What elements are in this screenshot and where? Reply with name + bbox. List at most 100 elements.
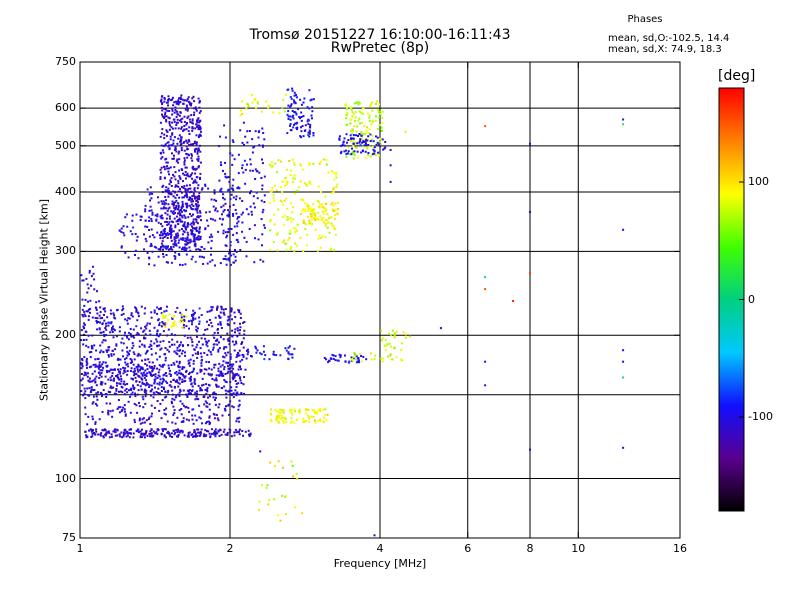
data-point [118, 390, 120, 393]
data-point [175, 124, 178, 126]
data-point [157, 392, 160, 394]
data-point [361, 137, 364, 140]
data-point [180, 118, 183, 121]
data-point [94, 433, 97, 436]
data-point [330, 357, 333, 360]
data-point [149, 205, 152, 208]
data-point [381, 122, 384, 125]
data-point [353, 356, 356, 359]
data-point [176, 142, 179, 145]
data-point [127, 338, 130, 341]
data-point [258, 144, 261, 147]
data-point [286, 168, 288, 171]
data-point [238, 187, 241, 190]
data-point [99, 321, 101, 324]
data-point [351, 115, 354, 118]
data-point [102, 435, 105, 438]
data-point [230, 254, 232, 257]
data-point [90, 351, 93, 353]
data-point [96, 365, 99, 368]
data-point [256, 170, 259, 173]
data-point [163, 137, 166, 140]
data-point [156, 215, 159, 218]
data-point [228, 343, 231, 346]
data-point [185, 393, 188, 396]
data-point [319, 246, 322, 249]
data-point [197, 160, 200, 162]
data-point [171, 436, 174, 438]
data-point [144, 436, 146, 439]
data-point [172, 142, 175, 145]
data-point [308, 129, 311, 132]
data-point [189, 223, 192, 226]
data-point [148, 209, 151, 212]
data-point [219, 135, 222, 138]
data-point [148, 256, 151, 259]
data-point [345, 114, 348, 117]
data-point [149, 245, 152, 248]
data-point [204, 388, 207, 391]
data-point [361, 360, 364, 363]
data-point [189, 380, 192, 382]
data-point [101, 393, 103, 396]
data-point [199, 352, 202, 355]
data-point [120, 431, 123, 434]
data-point [335, 233, 337, 236]
data-point [167, 318, 169, 321]
data-point [185, 315, 188, 318]
data-point [166, 237, 169, 239]
data-point [222, 338, 225, 341]
data-point [165, 186, 168, 189]
data-point [145, 240, 148, 243]
data-point [109, 312, 112, 315]
data-point [173, 314, 176, 317]
data-point [158, 383, 161, 386]
data-point [133, 374, 136, 377]
data-point [253, 261, 256, 264]
data-point [130, 377, 133, 380]
data-point [233, 376, 236, 379]
data-point [336, 208, 339, 210]
data-point [237, 153, 240, 156]
data-point [224, 308, 227, 310]
data-point [113, 377, 115, 380]
data-point [253, 224, 256, 227]
data-point [86, 366, 88, 369]
data-point [234, 255, 237, 258]
data-point [330, 192, 333, 195]
data-point [148, 361, 151, 364]
data-point [235, 382, 238, 385]
data-point [355, 146, 358, 149]
data-point [286, 113, 289, 116]
data-point [96, 321, 98, 324]
data-point [163, 165, 166, 168]
data-point [123, 410, 126, 413]
data-point [171, 248, 174, 251]
data-point [181, 402, 184, 405]
data-point [323, 416, 326, 419]
data-point [90, 436, 93, 438]
data-point [302, 199, 305, 202]
data-point [121, 436, 124, 439]
data-point [312, 203, 315, 206]
data-point [262, 145, 264, 148]
data-point [160, 242, 163, 245]
data-point [242, 121, 245, 124]
data-point [183, 434, 186, 437]
data-point [191, 203, 193, 206]
data-point [195, 248, 198, 251]
data-point [195, 419, 198, 422]
data-point [244, 368, 247, 371]
data-point [350, 108, 353, 111]
data-point [186, 98, 189, 101]
data-point [164, 356, 167, 359]
data-point [360, 151, 363, 154]
data-point [238, 433, 241, 436]
data-point [148, 386, 151, 388]
data-point [338, 138, 341, 141]
data-point [355, 130, 358, 133]
data-point [98, 366, 101, 368]
data-point [369, 105, 372, 107]
